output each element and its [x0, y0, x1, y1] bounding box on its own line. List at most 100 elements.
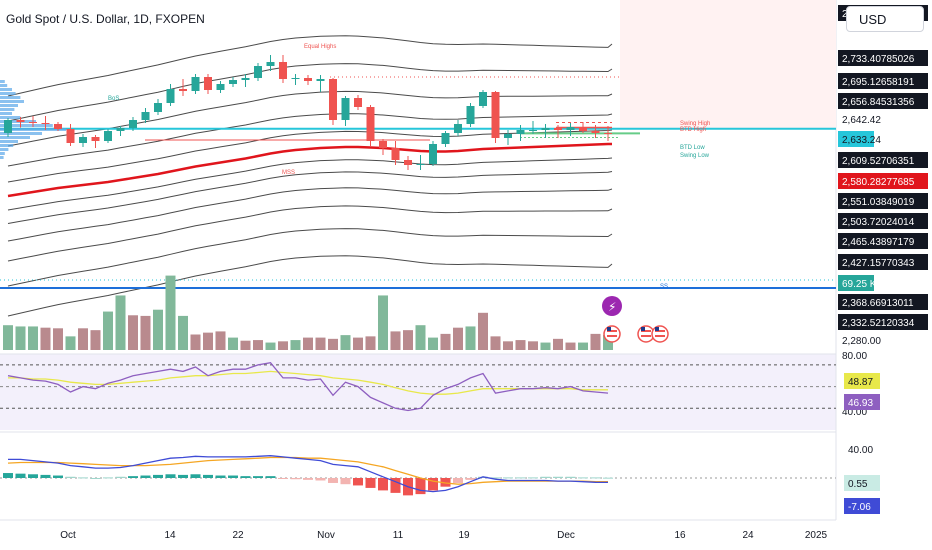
volume-bar — [103, 311, 113, 350]
volume-bar — [528, 341, 538, 350]
volume-bar — [278, 341, 288, 350]
volume-bar — [515, 340, 526, 350]
volume-bar — [265, 342, 276, 350]
price-tag-bg — [838, 131, 874, 147]
volume-bar — [315, 337, 326, 350]
price-label-bg — [838, 233, 928, 249]
macd-histogram-bar — [165, 474, 176, 478]
envelope-band-line — [7, 255, 613, 317]
macd-histogram-bar — [515, 477, 526, 479]
us-flag-stripe — [641, 330, 651, 332]
volume-bar — [578, 342, 588, 350]
volume-profile-bar — [0, 140, 18, 143]
volume-profile-bar — [0, 92, 16, 95]
macd-histogram-bar — [378, 478, 388, 491]
volume-bar — [428, 337, 438, 350]
macd-histogram-bar — [353, 478, 363, 486]
macd-histogram-bar — [603, 477, 613, 479]
volume-bar — [140, 315, 151, 350]
volume-bar — [353, 337, 363, 350]
envelope-band-line — [7, 157, 613, 211]
volume-bar — [365, 336, 376, 350]
candle-body — [329, 79, 337, 120]
price-tag: 69.25 K — [842, 279, 877, 290]
candle-body — [104, 131, 112, 141]
macd-histogram-bar — [53, 475, 63, 478]
us-flag-stripe — [655, 330, 665, 332]
macd-histogram-bar — [565, 476, 576, 478]
macd-histogram-bar — [465, 478, 476, 480]
price-axis-label: 2,695.12658191 — [842, 77, 915, 88]
macd-histogram-bar — [15, 473, 26, 478]
rsi-tag-bg — [844, 394, 880, 410]
volume-bar — [390, 331, 401, 350]
volume-bar — [403, 330, 413, 350]
us-flag-stripe — [607, 335, 617, 337]
rsi-ma-line — [8, 370, 608, 395]
price-label-bg — [838, 50, 928, 66]
price-label-bg — [838, 93, 928, 109]
macd-histogram-bar — [28, 474, 38, 478]
candle-body — [179, 89, 187, 91]
volume-bar — [28, 326, 38, 350]
price-tag: 2,642.42 — [842, 115, 881, 126]
candle-body — [254, 66, 262, 78]
supply-zone — [620, 0, 836, 128]
candle-body — [191, 77, 200, 91]
macd-histogram-bar — [490, 477, 501, 479]
candle-body — [391, 148, 400, 160]
volume-bar — [115, 295, 126, 350]
equal-highs-label: Equal Highs — [304, 44, 336, 50]
rsi-tag-bg — [844, 373, 880, 389]
price-axis-label: 2,551.03849019 — [842, 197, 915, 208]
volume-bar — [228, 337, 238, 350]
volume-bar — [290, 340, 301, 350]
currency-button[interactable]: USD — [846, 6, 924, 32]
rsi-axis-label: 40.00 — [842, 407, 867, 418]
rsi-tag: 46.93 — [848, 398, 873, 409]
us-flag-canton — [655, 327, 659, 331]
candle-body — [404, 160, 412, 165]
swing-high-label: Swing High — [680, 121, 710, 127]
volume-profile-bar — [0, 128, 66, 131]
macd-tag: 0.55 — [848, 479, 868, 490]
us-flag-stripe — [641, 335, 651, 337]
candle-body — [341, 98, 350, 120]
volume-bar — [378, 295, 388, 350]
candle-body — [316, 79, 325, 81]
volume-profile-bar — [0, 108, 15, 111]
candle-body — [554, 128, 562, 130]
volume-bar — [440, 333, 451, 350]
candle-body — [379, 141, 387, 148]
macd-histogram-bar — [428, 478, 438, 491]
candle-body — [29, 122, 37, 123]
volume-bar — [153, 309, 163, 350]
candle-body — [491, 92, 500, 138]
candle-body — [16, 120, 25, 122]
macd-histogram-bar — [153, 474, 163, 478]
candle-body — [204, 77, 212, 90]
price-axis-label: 2,280.00 — [842, 336, 881, 347]
volume-bar — [3, 325, 13, 350]
price-axis-label: 2,427.15770343 — [842, 258, 915, 269]
macd-axis-label: 40.00 — [848, 445, 873, 456]
volume-profile-bar — [0, 104, 18, 107]
macd-tag-bg — [844, 498, 880, 514]
candle-body — [516, 130, 525, 134]
candle-body — [91, 137, 100, 141]
us-flag-stripe — [655, 335, 665, 337]
volume-bar — [78, 328, 88, 350]
macd-histogram-bar — [365, 478, 376, 488]
ema-line — [7, 142, 612, 198]
price-label-bg — [838, 193, 928, 209]
time-axis-label: Dec — [557, 530, 575, 541]
candle-body — [429, 144, 437, 164]
candle-body — [216, 84, 225, 90]
us-flag-icon — [651, 325, 669, 343]
volume-bar — [40, 327, 51, 350]
time-axis-label: 2025 — [805, 530, 828, 541]
macd-histogram-bar — [453, 478, 463, 483]
macd-histogram-bar — [253, 476, 263, 478]
macd-histogram-bar — [203, 474, 213, 478]
